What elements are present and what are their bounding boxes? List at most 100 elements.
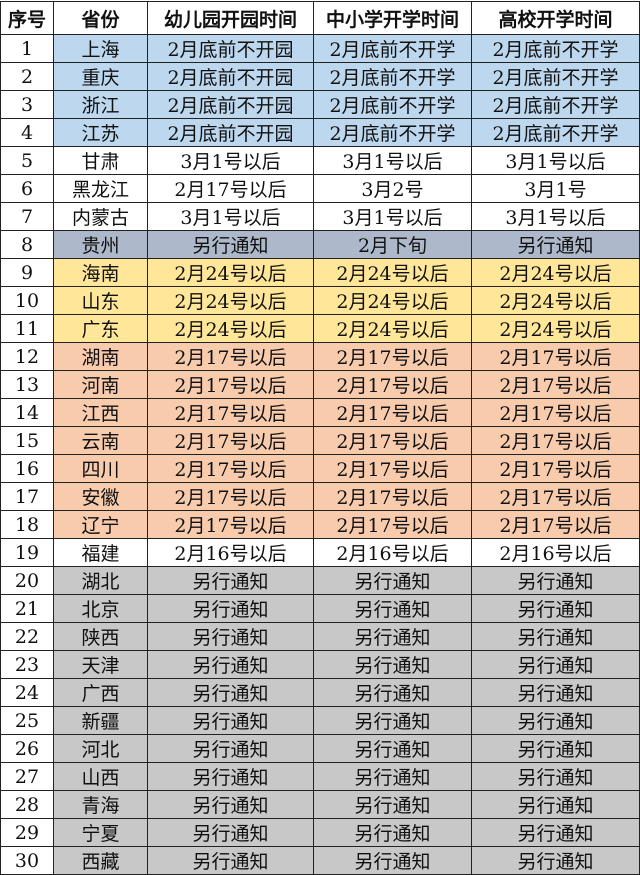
- cell-school[interactable]: 2月17号以后: [313, 342, 472, 371]
- cell-province[interactable]: 西藏: [53, 846, 148, 875]
- cell-kindergarten[interactable]: 2月底前不开园: [147, 34, 314, 63]
- cell-school[interactable]: 另行通知: [313, 818, 472, 847]
- cell-no[interactable]: 15: [0, 426, 54, 455]
- cell-school[interactable]: 另行通知: [313, 594, 472, 623]
- cell-university[interactable]: 2月17号以后: [471, 342, 640, 371]
- cell-province[interactable]: 安徽: [53, 482, 148, 511]
- cell-province[interactable]: 北京: [53, 594, 148, 623]
- cell-kindergarten[interactable]: 2月底前不开园: [147, 118, 314, 147]
- cell-kindergarten[interactable]: 另行通知: [147, 790, 314, 819]
- cell-university[interactable]: 另行通知: [471, 566, 640, 595]
- cell-university[interactable]: 另行通知: [471, 734, 640, 763]
- cell-no[interactable]: 17: [0, 482, 54, 511]
- cell-province[interactable]: 湖北: [53, 566, 148, 595]
- cell-kindergarten[interactable]: 2月17号以后: [147, 342, 314, 371]
- cell-kindergarten[interactable]: 另行通知: [147, 650, 314, 679]
- cell-no[interactable]: 29: [0, 818, 54, 847]
- cell-school[interactable]: 另行通知: [313, 622, 472, 651]
- cell-school[interactable]: 3月1号以后: [313, 146, 472, 175]
- cell-university[interactable]: 另行通知: [471, 650, 640, 679]
- cell-school[interactable]: 2月17号以后: [313, 510, 472, 539]
- cell-province[interactable]: 四川: [53, 454, 148, 483]
- cell-province[interactable]: 重庆: [53, 62, 148, 91]
- cell-kindergarten[interactable]: 另行通知: [147, 566, 314, 595]
- cell-university[interactable]: 2月24号以后: [471, 258, 640, 287]
- cell-university[interactable]: 另行通知: [471, 678, 640, 707]
- cell-kindergarten[interactable]: 另行通知: [147, 594, 314, 623]
- cell-no[interactable]: 23: [0, 650, 54, 679]
- cell-province[interactable]: 浙江: [53, 90, 148, 119]
- cell-kindergarten[interactable]: 2月24号以后: [147, 286, 314, 315]
- cell-kindergarten[interactable]: 3月1号以后: [147, 146, 314, 175]
- cell-province[interactable]: 河北: [53, 734, 148, 763]
- cell-university[interactable]: 2月17号以后: [471, 482, 640, 511]
- cell-university[interactable]: 另行通知: [471, 706, 640, 735]
- cell-school[interactable]: 2月下旬: [313, 230, 472, 259]
- cell-kindergarten[interactable]: 2月17号以后: [147, 174, 314, 203]
- cell-kindergarten[interactable]: 另行通知: [147, 230, 314, 259]
- cell-university[interactable]: 另行通知: [471, 762, 640, 791]
- cell-university[interactable]: 另行通知: [471, 818, 640, 847]
- cell-kindergarten[interactable]: 2月17号以后: [147, 370, 314, 399]
- cell-school[interactable]: 2月17号以后: [313, 482, 472, 511]
- cell-province[interactable]: 黑龙江: [53, 174, 148, 203]
- cell-university[interactable]: 2月17号以后: [471, 510, 640, 539]
- cell-no[interactable]: 11: [0, 314, 54, 343]
- cell-school[interactable]: 另行通知: [313, 846, 472, 875]
- cell-kindergarten[interactable]: 2月底前不开园: [147, 90, 314, 119]
- cell-university[interactable]: 2月16号以后: [471, 538, 640, 567]
- cell-university[interactable]: 2月底前不开学: [471, 62, 640, 91]
- cell-school[interactable]: 2月底前不开学: [313, 34, 472, 63]
- cell-no[interactable]: 6: [0, 174, 54, 203]
- cell-province[interactable]: 广东: [53, 314, 148, 343]
- cell-no[interactable]: 28: [0, 790, 54, 819]
- cell-province[interactable]: 甘肃: [53, 146, 148, 175]
- cell-school[interactable]: 另行通知: [313, 650, 472, 679]
- cell-province[interactable]: 青海: [53, 790, 148, 819]
- cell-no[interactable]: 18: [0, 510, 54, 539]
- cell-university[interactable]: 2月17号以后: [471, 426, 640, 455]
- cell-province[interactable]: 山西: [53, 762, 148, 791]
- cell-no[interactable]: 7: [0, 202, 54, 231]
- cell-kindergarten[interactable]: 另行通知: [147, 734, 314, 763]
- cell-school[interactable]: 另行通知: [313, 678, 472, 707]
- cell-province[interactable]: 上海: [53, 34, 148, 63]
- cell-school[interactable]: 另行通知: [313, 790, 472, 819]
- cell-kindergarten[interactable]: 3月1号以后: [147, 202, 314, 231]
- cell-kindergarten[interactable]: 2月17号以后: [147, 426, 314, 455]
- cell-province[interactable]: 新疆: [53, 706, 148, 735]
- cell-school[interactable]: 2月底前不开学: [313, 90, 472, 119]
- cell-university[interactable]: 2月底前不开学: [471, 90, 640, 119]
- cell-school[interactable]: 另行通知: [313, 566, 472, 595]
- cell-school[interactable]: 2月24号以后: [313, 314, 472, 343]
- cell-no[interactable]: 4: [0, 118, 54, 147]
- cell-university[interactable]: 3月1号以后: [471, 202, 640, 231]
- cell-university[interactable]: 2月17号以后: [471, 370, 640, 399]
- cell-university[interactable]: 另行通知: [471, 594, 640, 623]
- cell-no[interactable]: 22: [0, 622, 54, 651]
- cell-no[interactable]: 30: [0, 846, 54, 875]
- cell-no[interactable]: 25: [0, 706, 54, 735]
- cell-kindergarten[interactable]: 另行通知: [147, 678, 314, 707]
- cell-no[interactable]: 19: [0, 538, 54, 567]
- cell-province[interactable]: 广西: [53, 678, 148, 707]
- cell-school[interactable]: 另行通知: [313, 762, 472, 791]
- cell-no[interactable]: 9: [0, 258, 54, 287]
- cell-school[interactable]: 3月1号以后: [313, 202, 472, 231]
- cell-province[interactable]: 陕西: [53, 622, 148, 651]
- cell-province[interactable]: 湖南: [53, 342, 148, 371]
- cell-school[interactable]: 2月底前不开学: [313, 118, 472, 147]
- cell-university[interactable]: 另行通知: [471, 230, 640, 259]
- cell-university[interactable]: 3月1号以后: [471, 146, 640, 175]
- cell-university[interactable]: 另行通知: [471, 790, 640, 819]
- cell-no[interactable]: 21: [0, 594, 54, 623]
- cell-school[interactable]: 2月底前不开学: [313, 62, 472, 91]
- cell-kindergarten[interactable]: 2月17号以后: [147, 482, 314, 511]
- cell-province[interactable]: 江西: [53, 398, 148, 427]
- cell-kindergarten[interactable]: 另行通知: [147, 622, 314, 651]
- cell-school[interactable]: 3月2号: [313, 174, 472, 203]
- cell-university[interactable]: 2月24号以后: [471, 286, 640, 315]
- cell-no[interactable]: 20: [0, 566, 54, 595]
- cell-no[interactable]: 26: [0, 734, 54, 763]
- cell-school[interactable]: 2月17号以后: [313, 398, 472, 427]
